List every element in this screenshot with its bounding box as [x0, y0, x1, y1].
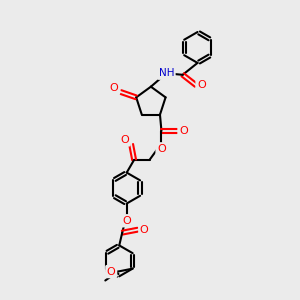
Text: O: O — [157, 144, 166, 154]
Text: O: O — [122, 216, 131, 226]
Text: O: O — [110, 83, 118, 94]
Text: O: O — [140, 225, 148, 235]
Text: O: O — [120, 135, 129, 145]
Text: O: O — [107, 267, 116, 277]
Text: O: O — [197, 80, 206, 90]
Text: O: O — [179, 126, 188, 136]
Text: NH: NH — [159, 68, 174, 78]
